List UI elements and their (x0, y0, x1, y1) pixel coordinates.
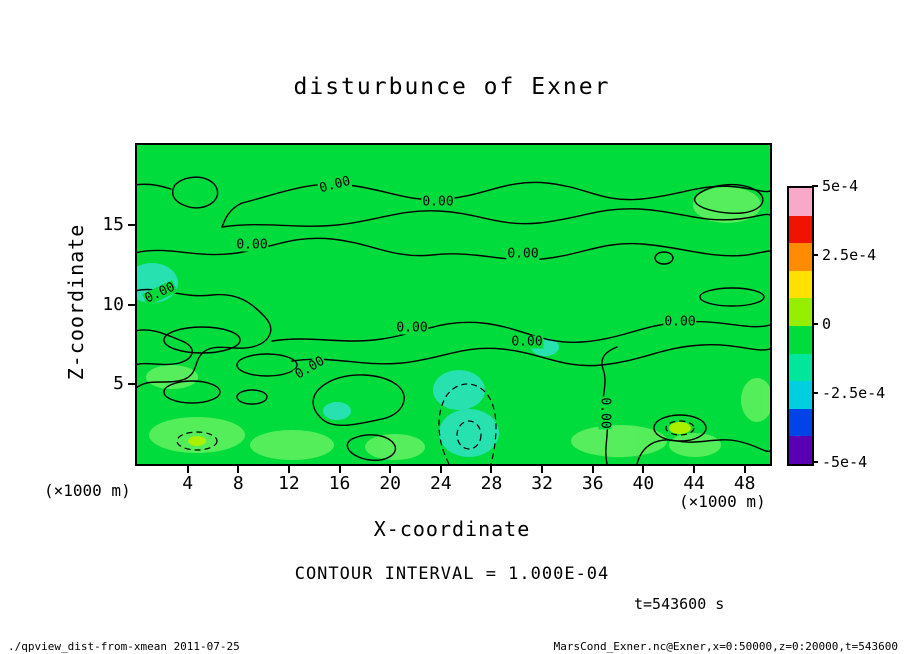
colorbar-segment (789, 325, 812, 354)
colorbar-segment (789, 298, 812, 326)
colorbar-segment (789, 408, 812, 437)
y-tick-label: 15 (102, 213, 124, 235)
x-tick-mark (541, 466, 544, 473)
x-tick-mark (490, 466, 493, 473)
colorbar-tick-mark (812, 254, 818, 256)
contour-label: 0.00 (510, 334, 544, 350)
x-tick-label: 12 (278, 473, 300, 494)
x-tick-mark (389, 466, 392, 473)
time-text: t=543600 s (634, 595, 725, 613)
colorbar-segment (789, 436, 812, 464)
plot-frame (135, 143, 772, 466)
x-tick-mark (439, 466, 442, 473)
x-tick-label: 48 (733, 473, 756, 494)
colorbar-segment (789, 243, 812, 271)
x-tick-label: 4 (182, 473, 194, 494)
x-tick-mark (237, 466, 240, 473)
contour-label: 0.00 (395, 320, 429, 336)
x-tick-mark (642, 466, 645, 473)
colorbar-segment (789, 270, 812, 299)
y-tick-label: 5 (113, 373, 124, 395)
x-tick-label: 44 (683, 473, 705, 494)
contour-interval-text: CONTOUR INTERVAL = 1.000E-04 (294, 564, 610, 584)
colorbar-tick-mark (812, 185, 818, 187)
x-tick-mark (186, 466, 189, 473)
y-tick-label: 10 (102, 293, 124, 315)
y-tick-mark (128, 303, 135, 306)
colorbar-tick-label: 2.5e-4 (822, 246, 877, 264)
colorbar-segment (789, 353, 812, 382)
contour-label: 0.00 (597, 396, 613, 430)
colorbar-tick-mark (812, 392, 818, 394)
contour-label: 0.00 (235, 237, 269, 253)
x-tick-mark (693, 466, 696, 473)
x-tick-mark (287, 466, 290, 473)
x-tick-label: 20 (379, 473, 402, 494)
footer-dataset-text: MarsCond_Exner.nc@Exner,x=0:50000,z=0:20… (553, 640, 898, 653)
x-axis-label: X-coordinate (373, 517, 531, 541)
colorbar-segment (789, 188, 812, 216)
contour-label: 0.00 (663, 314, 697, 330)
footer-command-text: ./qpview_dist-from-xmean 2011-07-25 (8, 640, 240, 653)
colorbar-segment (789, 381, 812, 409)
colorbar-tick-label: -5e-4 (822, 453, 868, 471)
field-yellow-green-spots (188, 422, 691, 446)
field-light-green-patches (146, 187, 770, 460)
colorbar-tick-mark (812, 323, 818, 325)
colorbar-tick-label: 0 (822, 315, 832, 333)
x-tick-label: 8 (232, 473, 244, 494)
contour-field-canvas (137, 145, 770, 464)
x-tick-label: 24 (429, 473, 452, 494)
negative-contour-lines-dashed (176, 383, 695, 464)
contour-label: 0.00 (506, 246, 540, 262)
x-tick-label: 28 (480, 473, 503, 494)
x-tick-label: 40 (632, 473, 655, 494)
colorbar-tick-label: 5e-4 (822, 177, 859, 195)
x-tick-label: 36 (581, 473, 604, 494)
y-tick-mark (128, 223, 135, 226)
x-tick-label: 32 (531, 473, 553, 494)
y-tick-mark (128, 383, 135, 386)
colorbar-tick-mark (812, 461, 818, 463)
x-tick-label: 16 (328, 473, 351, 494)
contour-label: 0.00 (421, 194, 455, 210)
x-axis-unit-label: (×1000 m) (679, 492, 766, 511)
x-tick-mark (338, 466, 341, 473)
x-tick-mark (743, 466, 746, 473)
colorbar (787, 186, 814, 466)
colorbar-segment (789, 215, 812, 244)
y-axis-unit-label: (×1000 m) (44, 481, 131, 500)
x-tick-mark (591, 466, 594, 473)
colorbar-tick-label: -2.5e-4 (822, 384, 886, 402)
plot-title: disturbunce of Exner (293, 74, 611, 100)
